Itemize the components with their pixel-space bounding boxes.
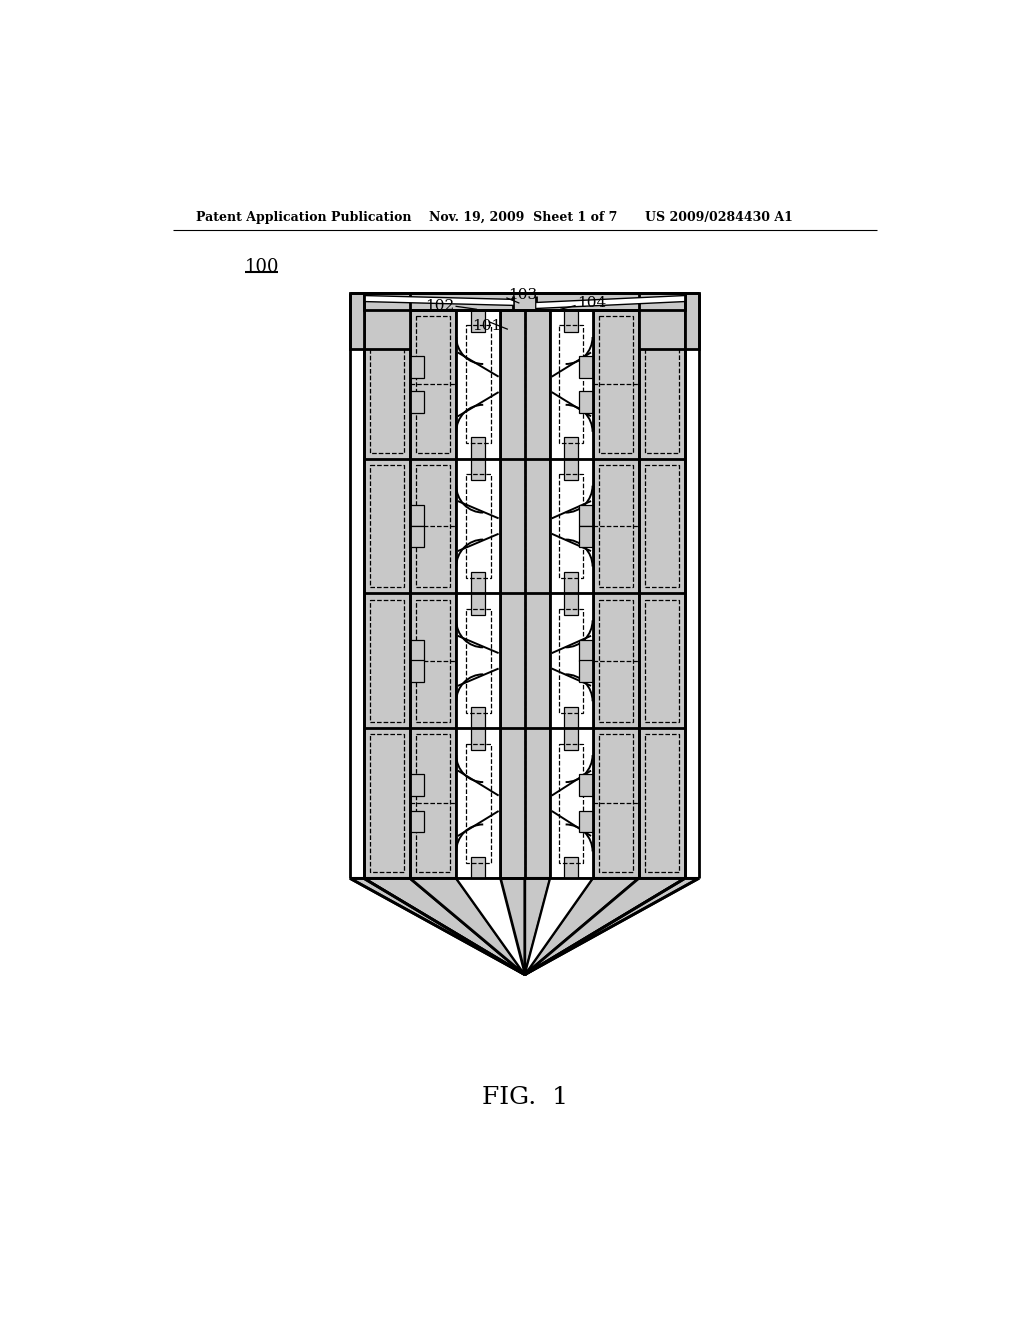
Bar xyxy=(564,310,579,331)
Bar xyxy=(645,599,679,722)
Bar xyxy=(559,743,584,863)
Bar xyxy=(579,356,593,378)
Bar xyxy=(579,640,593,661)
Polygon shape xyxy=(457,878,524,974)
Polygon shape xyxy=(410,310,457,878)
Bar xyxy=(645,465,679,587)
Bar xyxy=(410,506,424,527)
Bar xyxy=(410,356,424,378)
Bar xyxy=(471,310,485,331)
Bar xyxy=(370,465,403,587)
Bar xyxy=(559,609,584,713)
Bar xyxy=(457,459,500,594)
Bar xyxy=(471,706,485,729)
Bar xyxy=(471,594,485,615)
Polygon shape xyxy=(524,878,639,974)
Bar xyxy=(410,810,424,832)
Polygon shape xyxy=(364,296,513,305)
Bar xyxy=(364,293,685,310)
Text: 104: 104 xyxy=(578,296,606,310)
Bar xyxy=(471,729,485,750)
Polygon shape xyxy=(500,310,550,878)
Bar xyxy=(370,599,403,722)
Bar xyxy=(599,734,633,873)
Bar xyxy=(579,391,593,412)
Bar xyxy=(579,810,593,832)
Polygon shape xyxy=(410,878,524,974)
Bar xyxy=(599,317,633,453)
Bar xyxy=(466,743,490,863)
Polygon shape xyxy=(364,878,524,974)
Bar xyxy=(457,594,500,729)
Bar xyxy=(550,594,593,729)
Bar xyxy=(416,599,451,722)
Text: 102: 102 xyxy=(425,300,454,313)
Bar xyxy=(564,729,579,750)
Bar xyxy=(579,525,593,548)
Bar xyxy=(364,293,685,310)
Bar xyxy=(559,474,584,578)
Bar xyxy=(466,609,490,713)
Bar xyxy=(410,525,424,548)
Polygon shape xyxy=(593,310,639,878)
Bar xyxy=(416,465,451,587)
Polygon shape xyxy=(350,878,524,974)
Polygon shape xyxy=(500,878,524,974)
Bar xyxy=(471,857,485,878)
Bar xyxy=(550,729,593,878)
Polygon shape xyxy=(524,878,698,974)
Bar xyxy=(564,706,579,729)
Bar xyxy=(559,326,584,444)
Text: 100: 100 xyxy=(245,259,279,276)
Text: FIG.  1: FIG. 1 xyxy=(482,1086,567,1109)
Polygon shape xyxy=(524,878,550,974)
Bar xyxy=(579,660,593,682)
Bar xyxy=(685,293,698,348)
Bar xyxy=(410,391,424,412)
Bar xyxy=(564,594,579,615)
Bar xyxy=(466,326,490,444)
Bar xyxy=(370,317,403,453)
Bar xyxy=(410,775,424,796)
Bar xyxy=(457,729,500,878)
Bar xyxy=(579,506,593,527)
Bar xyxy=(410,640,424,661)
Bar xyxy=(599,465,633,587)
Text: Patent Application Publication: Patent Application Publication xyxy=(196,211,412,224)
Polygon shape xyxy=(639,310,685,878)
Bar xyxy=(364,293,410,348)
Text: 103: 103 xyxy=(508,289,537,302)
Bar xyxy=(471,459,485,480)
Bar xyxy=(410,660,424,682)
Bar xyxy=(471,437,485,459)
Bar xyxy=(550,459,593,594)
Bar xyxy=(370,734,403,873)
Polygon shape xyxy=(364,310,410,878)
Bar xyxy=(645,734,679,873)
Text: Nov. 19, 2009  Sheet 1 of 7: Nov. 19, 2009 Sheet 1 of 7 xyxy=(429,211,617,224)
Bar xyxy=(466,474,490,578)
Bar xyxy=(350,293,364,348)
Text: US 2009/0284430 A1: US 2009/0284430 A1 xyxy=(645,211,793,224)
Polygon shape xyxy=(537,296,685,308)
Bar xyxy=(416,734,451,873)
Bar xyxy=(416,317,451,453)
Bar xyxy=(564,572,579,594)
Text: 101: 101 xyxy=(472,318,501,333)
Bar xyxy=(564,459,579,480)
Bar xyxy=(471,572,485,594)
Bar xyxy=(564,857,579,878)
Bar xyxy=(457,310,500,459)
Bar xyxy=(564,437,579,459)
Polygon shape xyxy=(524,878,685,974)
Bar xyxy=(645,317,679,453)
Polygon shape xyxy=(524,878,593,974)
Bar xyxy=(579,775,593,796)
Bar xyxy=(639,293,685,348)
Bar xyxy=(599,599,633,722)
Bar xyxy=(550,310,593,459)
